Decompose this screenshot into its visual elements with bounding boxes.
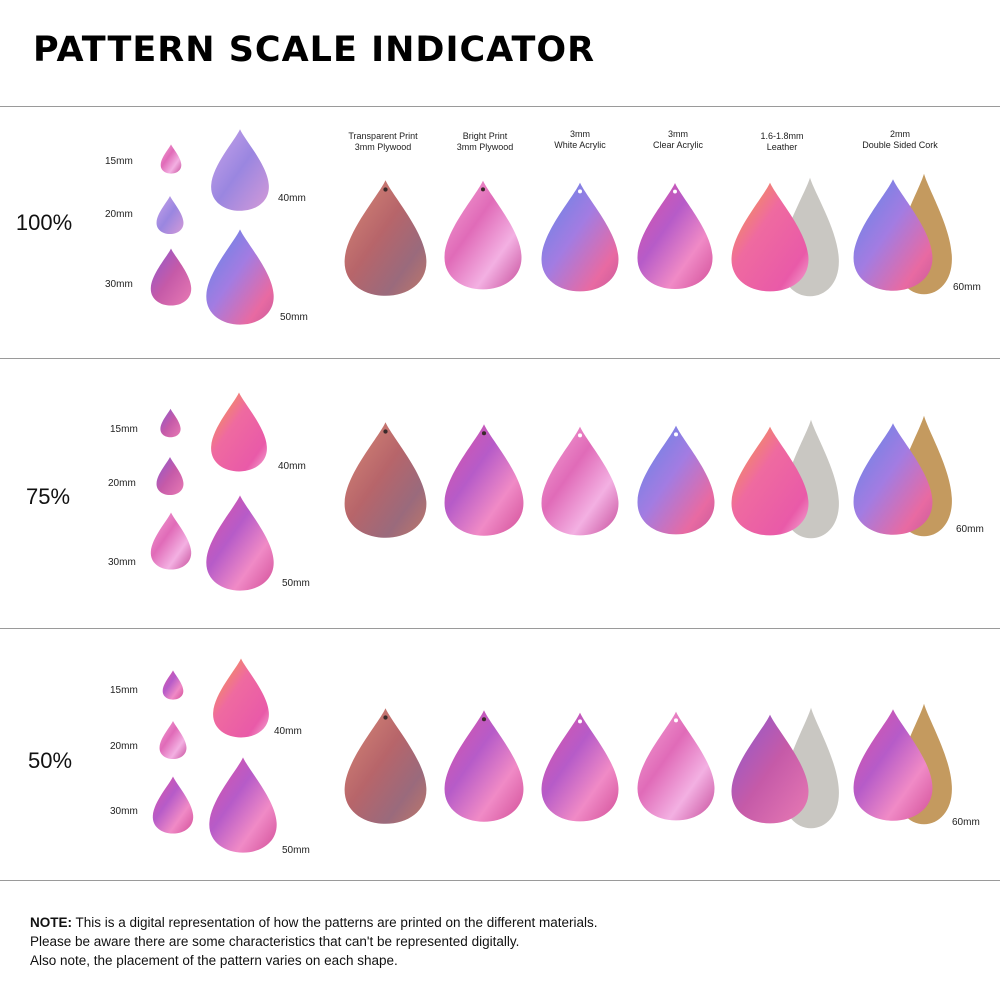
teardrop-transparent-plywood — [344, 708, 427, 824]
size-label-30mm: 30mm — [105, 279, 133, 290]
teardrop-clear-acrylic — [637, 182, 713, 290]
teardrop-leather — [731, 426, 809, 536]
size-label-40mm: 40mm — [278, 461, 306, 472]
teardrop-bright-plywood — [444, 424, 524, 536]
size-label-15mm: 15mm — [105, 156, 133, 167]
size-label-60mm: 60mm — [956, 524, 984, 535]
teardrop-30mm — [152, 776, 194, 834]
section-50: 50% 15mm 20mm 30mm 40mm 50mm 60mm — [0, 628, 1000, 880]
divider-2 — [0, 628, 1000, 629]
size-label-50mm: 50mm — [282, 578, 310, 589]
teardrop-50mm — [206, 495, 274, 591]
divider-bottom — [0, 880, 1000, 881]
teardrop-leather — [731, 714, 809, 824]
size-label-30mm: 30mm — [110, 806, 138, 817]
teardrop-40mm — [213, 658, 269, 738]
divider-1 — [0, 358, 1000, 359]
teardrop-40mm — [211, 129, 269, 211]
teardrop-20mm — [156, 456, 184, 496]
note-line-3: Also note, the placement of the pattern … — [30, 953, 398, 968]
teardrop-clear-acrylic — [637, 711, 715, 821]
size-label-20mm: 20mm — [108, 478, 136, 489]
teardrop-15mm — [160, 144, 182, 174]
teardrop-30mm — [150, 512, 192, 570]
size-label-20mm: 20mm — [110, 741, 138, 752]
teardrop-leather — [731, 182, 809, 292]
footer-note: NOTE: This is a digital representation o… — [30, 913, 960, 970]
page-title: PATTERN SCALE INDICATOR — [33, 30, 596, 70]
scale-label: 100% — [15, 210, 73, 235]
material-label-bright-plywood: Bright Print 3mm Plywood — [456, 131, 514, 152]
material-label-clear-acrylic: 3mm Clear Acrylic — [652, 129, 703, 150]
teardrop-20mm — [159, 720, 187, 760]
teardrop-cork — [853, 423, 933, 535]
note-line-1: This is a digital representation of how … — [72, 915, 598, 930]
size-label-50mm: 50mm — [280, 312, 308, 323]
teardrop-bright-plywood — [444, 180, 522, 290]
teardrop-transparent-plywood — [344, 422, 427, 538]
teardrop-cork — [853, 709, 933, 821]
teardrop-white-acrylic — [541, 712, 619, 822]
material-label-white-acrylic: 3mm White Acrylic — [554, 129, 606, 150]
teardrop-clear-acrylic — [637, 425, 715, 535]
size-label-50mm: 50mm — [282, 845, 310, 856]
size-label-15mm: 15mm — [110, 685, 138, 696]
section-75: 75% 15mm 20mm 30mm 40mm 50mm 60mm — [0, 358, 1000, 628]
teardrop-white-acrylic — [541, 182, 619, 292]
teardrop-20mm — [156, 195, 184, 235]
scale-label: 75% — [25, 484, 71, 509]
section-100: 100% 15mm 20mm 30mm 40mm 50mm 60mm — [0, 106, 1000, 358]
note-label: NOTE: — [30, 915, 72, 930]
size-label-20mm: 20mm — [105, 209, 133, 220]
teardrop-transparent-plywood — [344, 180, 427, 296]
teardrop-30mm — [150, 248, 192, 306]
size-label-15mm: 15mm — [110, 424, 138, 435]
size-label-60mm: 60mm — [952, 817, 980, 828]
size-label-40mm: 40mm — [278, 193, 306, 204]
teardrop-bright-plywood — [444, 710, 524, 822]
teardrop-15mm — [160, 408, 181, 438]
teardrop-15mm — [162, 670, 184, 700]
teardrop-40mm — [211, 392, 267, 472]
teardrop-50mm — [209, 757, 277, 853]
scale-label: 50% — [27, 748, 73, 773]
size-label-40mm: 40mm — [274, 726, 302, 737]
size-label-30mm: 30mm — [108, 557, 136, 568]
teardrop-white-acrylic — [541, 426, 619, 536]
divider-top — [0, 106, 1000, 107]
material-label-transparent-plywood: Transparent Print 3mm Plywood — [348, 131, 418, 152]
material-label-cork: 2mm Double Sided Cork — [862, 129, 938, 150]
material-label-leather: 1.6-1.8mm Leather — [760, 131, 804, 152]
teardrop-cork — [853, 179, 933, 291]
note-line-2: Please be aware there are some character… — [30, 934, 520, 949]
size-label-60mm: 60mm — [953, 282, 981, 293]
teardrop-50mm — [206, 229, 274, 325]
